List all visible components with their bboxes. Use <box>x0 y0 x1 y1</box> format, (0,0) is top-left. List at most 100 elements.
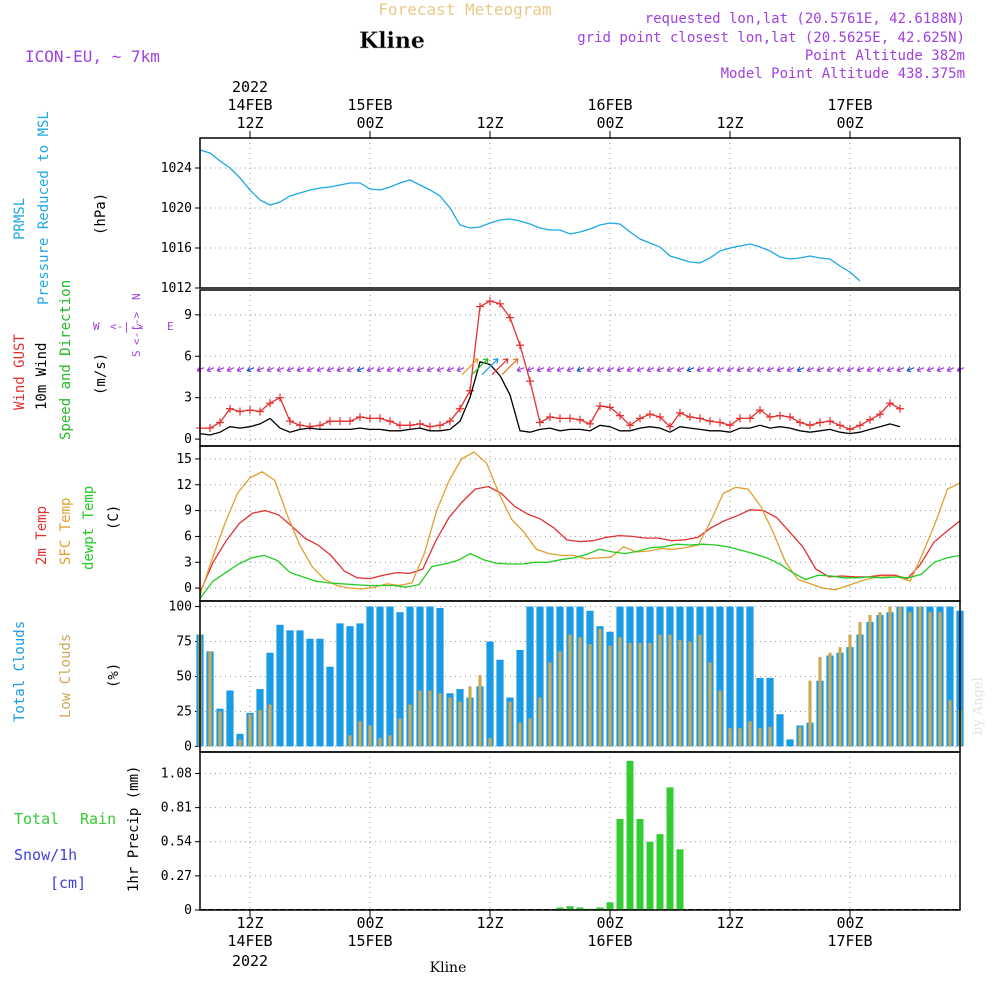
top-tick-label: 00Z <box>356 114 383 132</box>
gust-marker <box>696 414 704 423</box>
precip-bar <box>616 818 624 910</box>
top-tick-label: 17FEB <box>827 96 872 114</box>
precip-bar <box>626 760 634 910</box>
low-cloud-bar <box>218 711 222 747</box>
pressure-line <box>199 149 861 282</box>
low-cloud-bar <box>638 642 642 747</box>
y-tick-label: 0 <box>184 739 192 754</box>
top-tick-label: 14FEB <box>227 96 272 114</box>
gust-marker <box>476 302 484 311</box>
low-cloud-bar <box>388 735 392 747</box>
gust-marker <box>596 401 604 410</box>
y-tick-label: 25 <box>176 704 192 719</box>
gust-marker <box>516 341 524 350</box>
wind-direction-arrow <box>626 366 635 373</box>
gust-marker <box>746 414 754 423</box>
wind-direction-arrow <box>666 366 675 373</box>
wind-direction-arrow <box>256 366 265 373</box>
gust-marker <box>566 414 574 423</box>
gust-marker <box>656 413 664 422</box>
wind-direction-arrow <box>386 366 395 373</box>
wind-direction-arrow <box>376 366 385 373</box>
gust-marker <box>806 421 814 430</box>
wind-direction-arrow <box>896 366 905 373</box>
wind-line <box>199 361 901 436</box>
temp-dewpt-line <box>199 543 961 599</box>
gust-marker <box>346 417 354 426</box>
model-altitude: Model Point Altitude 438.375m <box>721 66 965 82</box>
total-cloud-bar <box>486 641 494 747</box>
pressure-labels: PRMSL Pressure Reduced to MSL (hPa) <box>12 111 109 305</box>
low-cloud-bar <box>598 628 602 747</box>
total-cloud-bar <box>306 638 314 747</box>
wind-direction-arrow <box>396 366 405 373</box>
wind-labels: Wind GUST 10m Wind Speed and Direction (… <box>12 280 174 440</box>
gust-marker <box>776 411 784 420</box>
y-tick-label: 1024 <box>161 161 192 176</box>
total-cloud-bar <box>296 630 304 747</box>
y-tick-label: 0 <box>184 581 192 596</box>
low-cloud-bar <box>678 640 682 747</box>
cloud-unit: (%) <box>106 663 122 688</box>
gust-marker <box>246 406 254 415</box>
wind-direction-arrow <box>406 366 415 373</box>
low-cloud-bar <box>768 726 772 747</box>
gust-marker <box>796 418 804 427</box>
total-clouds-label: Total Clouds <box>12 621 28 722</box>
gust-marker <box>556 414 564 423</box>
precip-bar <box>566 906 574 910</box>
low-cloud-bar <box>258 710 262 747</box>
y-tick-label: 6 <box>184 349 192 364</box>
wind-direction-arrow <box>796 366 805 373</box>
gust-marker <box>446 417 454 426</box>
gust-marker <box>276 393 284 402</box>
y-tick-label: 1012 <box>161 281 192 296</box>
gust-marker <box>496 299 504 308</box>
low-cloud-bar <box>888 606 892 747</box>
wind-direction-arrow <box>246 366 255 373</box>
wind-direction-arrow <box>456 366 465 373</box>
gust-marker <box>536 418 544 427</box>
low-cloud-bar <box>828 652 832 747</box>
bottom-tick-label: 12Z <box>236 914 263 932</box>
wind-direction-arrow <box>706 366 715 373</box>
total-cloud-bar <box>416 606 424 747</box>
gust-marker <box>526 377 534 386</box>
gust-marker <box>826 417 834 426</box>
total-cloud-bar <box>436 607 444 747</box>
top-tick-label: 16FEB <box>587 96 632 114</box>
gust-marker <box>716 418 724 427</box>
top-tick-label: 15FEB <box>347 96 392 114</box>
wind-unit: (m/s) <box>93 353 109 395</box>
low-cloud-bar <box>878 612 882 747</box>
gust-marker <box>296 421 304 430</box>
low-cloud-bar <box>938 612 942 747</box>
low-cloud-bar <box>748 721 752 747</box>
gust-marker <box>646 410 654 419</box>
temp-2m-line <box>199 485 961 593</box>
wind-direction-arrow <box>546 366 555 373</box>
gust-marker <box>436 421 444 430</box>
wind-direction-arrow <box>786 366 795 373</box>
gust-marker <box>416 419 424 428</box>
footer-location: Kline <box>430 960 467 976</box>
wind-direction-arrow <box>596 366 605 373</box>
bottom-tick-label: 12Z <box>476 914 503 932</box>
wind-direction-arrow <box>576 366 585 373</box>
low-cloud-bar <box>948 700 952 747</box>
temp-2m-label: 2m Temp <box>34 506 50 565</box>
bottom-tick-label: 2022 <box>232 952 268 970</box>
gust-marker <box>856 421 864 430</box>
wind-direction-arrow <box>866 366 875 373</box>
total-cloud-bar <box>946 606 954 747</box>
low-cloud-bar <box>668 634 672 747</box>
wind-direction-arrow <box>446 366 455 373</box>
pressure-unit: (hPa) <box>93 193 109 235</box>
total-cloud-bar <box>716 606 724 747</box>
gust-marker <box>506 313 514 322</box>
wind-direction-arrow <box>286 366 295 373</box>
total-cloud-bar <box>536 606 544 747</box>
gust-marker <box>686 413 694 422</box>
total-cloud-bar <box>326 666 334 747</box>
